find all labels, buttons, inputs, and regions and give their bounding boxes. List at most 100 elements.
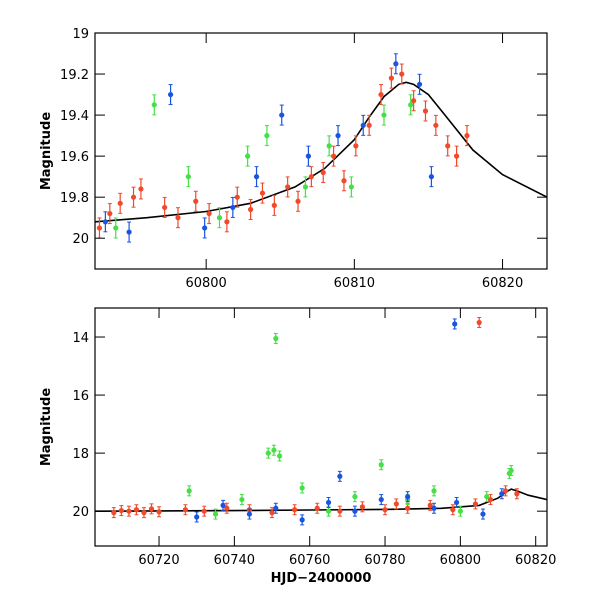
data-point bbox=[320, 169, 326, 176]
data-point bbox=[359, 504, 366, 510]
data-point bbox=[212, 511, 219, 517]
data-point bbox=[201, 508, 207, 514]
x-tick-label: 60820 bbox=[515, 553, 556, 568]
data-point bbox=[352, 494, 358, 500]
data-point bbox=[454, 153, 460, 159]
data-point bbox=[335, 133, 341, 139]
data-point bbox=[271, 447, 277, 453]
y-axis-label: Magnitude bbox=[39, 112, 54, 191]
x-tick-label: 60820 bbox=[482, 276, 523, 291]
data-point bbox=[130, 194, 137, 200]
data-point bbox=[405, 505, 411, 511]
plot-frame bbox=[94, 32, 548, 270]
y-tick-label: 16 bbox=[72, 389, 89, 404]
data-point bbox=[151, 102, 157, 108]
data-point bbox=[264, 133, 270, 139]
bottom-panel: 60720 60740 60760 60780 60800 60820 14 16 18 20 Ma… bbox=[39, 307, 556, 586]
data-point bbox=[422, 108, 429, 114]
data-point bbox=[305, 153, 312, 159]
data-point bbox=[271, 202, 277, 208]
series-green bbox=[113, 94, 414, 239]
data-point bbox=[405, 494, 411, 500]
data-point bbox=[111, 510, 117, 516]
data-point bbox=[450, 507, 456, 513]
data-point bbox=[445, 143, 451, 149]
y-tick-label: 19.4 bbox=[60, 109, 89, 124]
data-point bbox=[472, 501, 479, 507]
model-curve bbox=[95, 488, 547, 512]
x-tick-label: 60810 bbox=[334, 276, 375, 291]
data-point bbox=[279, 112, 285, 118]
data-point bbox=[202, 225, 208, 231]
data-point bbox=[162, 204, 168, 211]
y-axis-label: Magnitude bbox=[39, 388, 54, 467]
data-point bbox=[182, 507, 188, 513]
data-point bbox=[378, 91, 384, 98]
data-point bbox=[141, 510, 147, 516]
data-point bbox=[273, 335, 279, 342]
data-point bbox=[245, 153, 251, 159]
x-tick-label: 60760 bbox=[289, 553, 330, 568]
data-point bbox=[431, 505, 437, 511]
series-green bbox=[186, 332, 514, 520]
data-point bbox=[480, 511, 486, 517]
data-point bbox=[133, 507, 140, 513]
x-tick-label: 60800 bbox=[185, 276, 226, 291]
data-point bbox=[337, 473, 343, 479]
data-point bbox=[246, 511, 253, 517]
data-point bbox=[487, 496, 494, 503]
x-tick-label: 60780 bbox=[364, 553, 405, 568]
series-red bbox=[96, 63, 470, 239]
plot-area bbox=[95, 317, 547, 526]
data-point bbox=[292, 507, 298, 513]
data-point bbox=[502, 488, 509, 494]
data-point bbox=[138, 186, 144, 192]
data-point bbox=[353, 143, 359, 149]
data-point bbox=[185, 174, 191, 180]
data-point bbox=[341, 178, 347, 184]
data-point bbox=[427, 502, 433, 508]
data-point bbox=[378, 462, 384, 468]
data-point bbox=[276, 453, 283, 459]
y-tick-label: 19 bbox=[72, 27, 89, 42]
data-point bbox=[265, 450, 271, 456]
data-point bbox=[366, 122, 372, 128]
data-point bbox=[102, 219, 108, 225]
data-point bbox=[253, 174, 260, 180]
data-point bbox=[330, 153, 337, 159]
data-point bbox=[433, 122, 439, 128]
data-point bbox=[234, 194, 240, 200]
data-point bbox=[382, 507, 388, 513]
data-point bbox=[96, 225, 103, 231]
y-tick-label: 18 bbox=[72, 447, 89, 462]
data-point bbox=[167, 91, 174, 98]
data-point bbox=[508, 467, 514, 474]
data-point bbox=[126, 508, 132, 514]
data-point bbox=[126, 229, 132, 235]
series-red bbox=[111, 317, 520, 519]
data-point bbox=[499, 491, 505, 497]
data-point bbox=[175, 215, 181, 221]
data-point bbox=[484, 494, 490, 500]
data-point bbox=[411, 98, 417, 104]
data-point bbox=[393, 61, 399, 67]
data-point bbox=[248, 206, 254, 213]
data-point bbox=[454, 499, 460, 506]
data-point bbox=[239, 496, 245, 503]
data-point bbox=[156, 509, 162, 515]
data-point bbox=[416, 81, 423, 87]
data-point bbox=[452, 321, 458, 327]
data-point bbox=[399, 71, 405, 77]
data-point bbox=[360, 122, 366, 128]
data-point bbox=[431, 488, 437, 494]
data-point bbox=[107, 210, 113, 217]
data-point bbox=[186, 488, 192, 494]
x-axis-label: HJD−2400000 bbox=[271, 571, 372, 586]
data-point bbox=[206, 210, 212, 217]
data-point bbox=[299, 485, 305, 491]
data-point bbox=[299, 517, 305, 523]
data-point bbox=[348, 184, 354, 190]
data-point bbox=[220, 502, 226, 508]
data-point bbox=[388, 75, 394, 81]
